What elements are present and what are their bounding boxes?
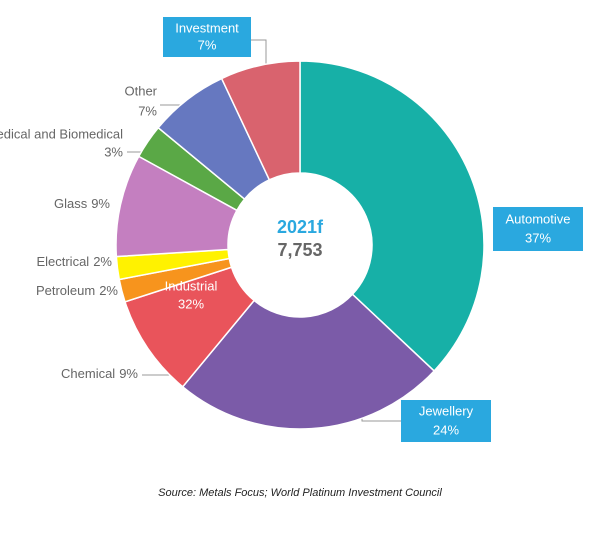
slice-name: Other xyxy=(124,83,157,98)
slice-value: 2% xyxy=(93,254,112,269)
slice-name: Jewellery xyxy=(419,403,474,418)
group-value: 32% xyxy=(178,296,204,311)
center-total: 7,753 xyxy=(277,240,322,260)
slice-value: 37% xyxy=(525,230,551,245)
slice-name: Glass xyxy=(54,196,88,211)
slice xyxy=(299,60,485,373)
slice xyxy=(181,293,436,430)
slice-label: Chemical 9% xyxy=(61,366,138,381)
slice-name: Electrical xyxy=(36,254,89,269)
source: Source: Metals Focus; World Platinum Inv… xyxy=(158,487,442,499)
slice-name: Investment xyxy=(175,20,239,35)
slice-name: Medical and Biomedical xyxy=(0,126,123,141)
slice-value: 7% xyxy=(198,37,217,52)
group-name: Industrial xyxy=(165,278,218,293)
slice-label: Petroleum 2% xyxy=(36,283,118,298)
slice-value: 2% xyxy=(99,283,118,298)
slice-name: Petroleum xyxy=(36,283,95,298)
center-title: 2021f xyxy=(277,217,324,237)
slice-label: Glass 9% xyxy=(54,196,110,211)
slice-name: Chemical xyxy=(61,366,115,381)
slice-value: 9% xyxy=(119,366,138,381)
slice-name: Automotive xyxy=(505,211,570,226)
slice xyxy=(220,60,301,181)
label-box xyxy=(401,400,491,442)
label-box xyxy=(493,207,583,251)
slice-value: 9% xyxy=(91,196,110,211)
slice-label: Electrical 2% xyxy=(36,254,112,269)
slices xyxy=(115,60,485,430)
slice-value: 24% xyxy=(433,422,459,437)
slice-value: 3% xyxy=(104,144,123,159)
label-box xyxy=(163,17,251,57)
slice-value: 7% xyxy=(138,103,157,118)
